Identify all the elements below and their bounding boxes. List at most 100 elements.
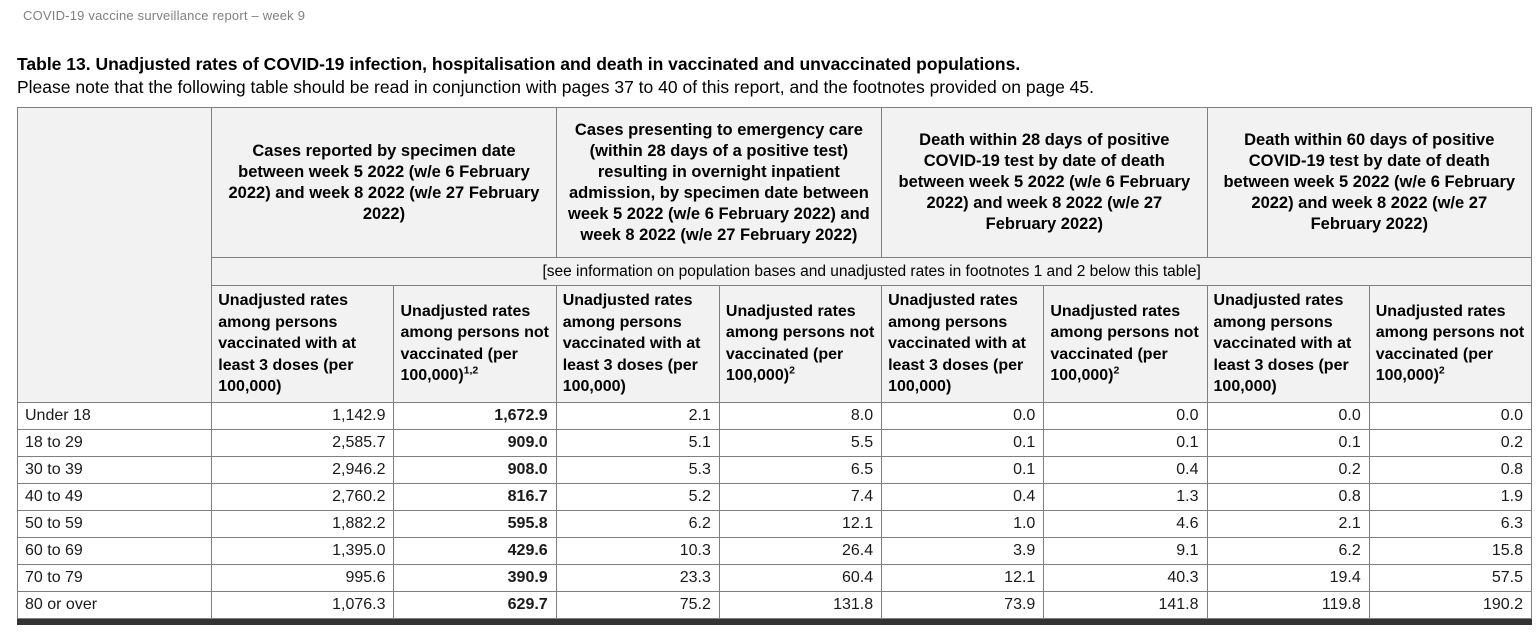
data-cell: 0.1	[1206, 428, 1370, 457]
data-cell: 0.8	[1206, 482, 1370, 511]
data-cell: 119.8	[1206, 590, 1370, 619]
data-cell: 5.3	[555, 455, 720, 484]
data-cell: 0.1	[881, 455, 1045, 484]
data-cell: 908.0	[393, 455, 557, 484]
sub-header-cell: Unadjusted rates among persons not vacci…	[1368, 285, 1533, 403]
data-cell: 131.8	[718, 590, 883, 619]
data-cell: 7.4	[718, 482, 883, 511]
data-cell: 0.2	[1368, 428, 1533, 457]
data-cell: 57.5	[1368, 563, 1533, 592]
data-cell: 909.0	[393, 428, 557, 457]
data-cell: 595.8	[393, 509, 557, 538]
data-cell: 141.8	[1043, 590, 1208, 619]
footnote-marker: 2	[1438, 364, 1445, 377]
data-cell: 19.4	[1206, 563, 1370, 592]
table-row: 50 to 59 1,882.2 595.8 6.2 12.1 1.0 4.6 …	[16, 509, 1533, 538]
sub-header-cell: Unadjusted rates among persons not vacci…	[718, 285, 883, 403]
table-row: 80 or over 1,076.3 629.7 75.2 131.8 73.9…	[16, 590, 1533, 619]
sub-header-cell: Unadjusted rates among persons vaccinate…	[211, 285, 395, 403]
age-group-label: Under 18	[16, 401, 213, 430]
data-cell: 629.7	[393, 590, 557, 619]
sub-header-row: Unadjusted rates among persons vaccinate…	[18, 285, 1533, 403]
table-row: 18 to 29 2,585.7 909.0 5.1 5.5 0.1 0.1 0…	[16, 428, 1533, 457]
data-cell: 0.0	[1206, 401, 1370, 430]
data-cell: 0.8	[1368, 455, 1533, 484]
data-cell: 8.0	[718, 401, 883, 430]
table-row: 30 to 39 2,946.2 908.0 5.3 6.5 0.1 0.4 0…	[16, 455, 1533, 484]
sub-header-text: Unadjusted rates among persons vaccinate…	[562, 292, 701, 395]
data-cell: 3.9	[881, 536, 1045, 565]
data-cell: 9.1	[1043, 536, 1208, 565]
group-header-cases: Cases reported by specimen date between …	[211, 107, 557, 258]
sub-header-text: Unadjusted rates among persons vaccinate…	[1213, 292, 1352, 395]
data-cell: 12.1	[718, 509, 883, 538]
title-block: Table 13. Unadjusted rates of COVID-19 i…	[17, 53, 1522, 99]
data-cell: 2.1	[555, 401, 720, 430]
age-group-label: 60 to 69	[16, 536, 213, 565]
data-cell: 2,946.2	[211, 455, 395, 484]
data-cell: 73.9	[881, 590, 1045, 619]
data-cell: 5.5	[718, 428, 883, 457]
group-header-row: Cases reported by specimen date between …	[16, 107, 1533, 403]
data-cell: 1,395.0	[211, 536, 395, 565]
data-cell: 1,142.9	[211, 401, 395, 430]
data-cell: 5.1	[555, 428, 720, 457]
data-cell: 6.5	[718, 455, 883, 484]
data-cell: 429.6	[393, 536, 557, 565]
data-cell: 0.0	[1368, 401, 1533, 430]
data-cell: 2,585.7	[211, 428, 395, 457]
table-cutoff-strip	[17, 618, 1532, 625]
sub-header-text: Unadjusted rates among persons vaccinate…	[218, 292, 357, 395]
data-cell: 2,760.2	[211, 482, 395, 511]
data-cell: 1,076.3	[211, 590, 395, 619]
data-cell: 0.1	[881, 428, 1045, 457]
data-cell: 1,672.9	[393, 401, 557, 430]
table-row: 60 to 69 1,395.0 429.6 10.3 26.4 3.9 9.1…	[16, 536, 1533, 565]
data-cell: 816.7	[393, 482, 557, 511]
data-cell: 0.0	[881, 401, 1045, 430]
report-running-header: COVID-19 vaccine surveillance report – w…	[23, 8, 306, 23]
data-cell: 12.1	[881, 563, 1045, 592]
band-note-row: [see information on population bases and…	[18, 257, 1532, 286]
data-cell: 1.0	[881, 509, 1045, 538]
band-note: [see information on population bases and…	[211, 257, 1532, 286]
data-cell: 0.0	[1043, 401, 1208, 430]
age-group-label: 70 to 79	[16, 563, 213, 592]
table-subtitle: Please note that the following table sho…	[17, 77, 1095, 97]
data-cell: 75.2	[555, 590, 720, 619]
data-cell: 40.3	[1043, 563, 1208, 592]
data-cell: 10.3	[555, 536, 720, 565]
age-group-label: 80 or over	[16, 590, 213, 619]
data-cell: 995.6	[211, 563, 395, 592]
data-cell: 6.2	[1206, 536, 1370, 565]
footnote-marker: 2	[1113, 364, 1120, 377]
data-cell: 0.1	[1043, 428, 1208, 457]
sub-header-cell: Unadjusted rates among persons not vacci…	[393, 285, 557, 403]
data-cell: 2.1	[1206, 509, 1370, 538]
sub-header-cell: Unadjusted rates among persons vaccinate…	[1206, 285, 1370, 403]
data-cell: 0.2	[1206, 455, 1370, 484]
data-cell: 60.4	[718, 563, 883, 592]
data-cell: 190.2	[1368, 590, 1533, 619]
footnote-marker: 1,2	[463, 364, 479, 377]
table-row: 70 to 79 995.6 390.9 23.3 60.4 12.1 40.3…	[16, 563, 1533, 592]
data-cell: 6.3	[1368, 509, 1533, 538]
rates-table: Cases reported by specimen date between …	[16, 107, 1533, 619]
data-cell: 26.4	[718, 536, 883, 565]
age-group-label: 50 to 59	[16, 509, 213, 538]
sub-header-cell: Unadjusted rates among persons not vacci…	[1043, 285, 1208, 403]
age-group-label: 18 to 29	[16, 428, 213, 457]
age-group-label: 30 to 39	[16, 455, 213, 484]
table-row: 40 to 49 2,760.2 816.7 5.2 7.4 0.4 1.3 0…	[16, 482, 1533, 511]
age-group-label: 40 to 49	[16, 482, 213, 511]
data-cell: 0.4	[881, 482, 1045, 511]
data-cell: 0.4	[1043, 455, 1208, 484]
corner-cell	[16, 107, 213, 403]
sub-header-text: Unadjusted rates among persons vaccinate…	[888, 292, 1026, 395]
rates-table-wrap: Cases reported by specimen date between …	[16, 107, 1533, 625]
sub-header-cell: Unadjusted rates among persons vaccinate…	[881, 285, 1045, 403]
data-cell: 5.2	[555, 482, 720, 511]
data-cell: 1.9	[1368, 482, 1533, 511]
data-cell: 390.9	[393, 563, 557, 592]
